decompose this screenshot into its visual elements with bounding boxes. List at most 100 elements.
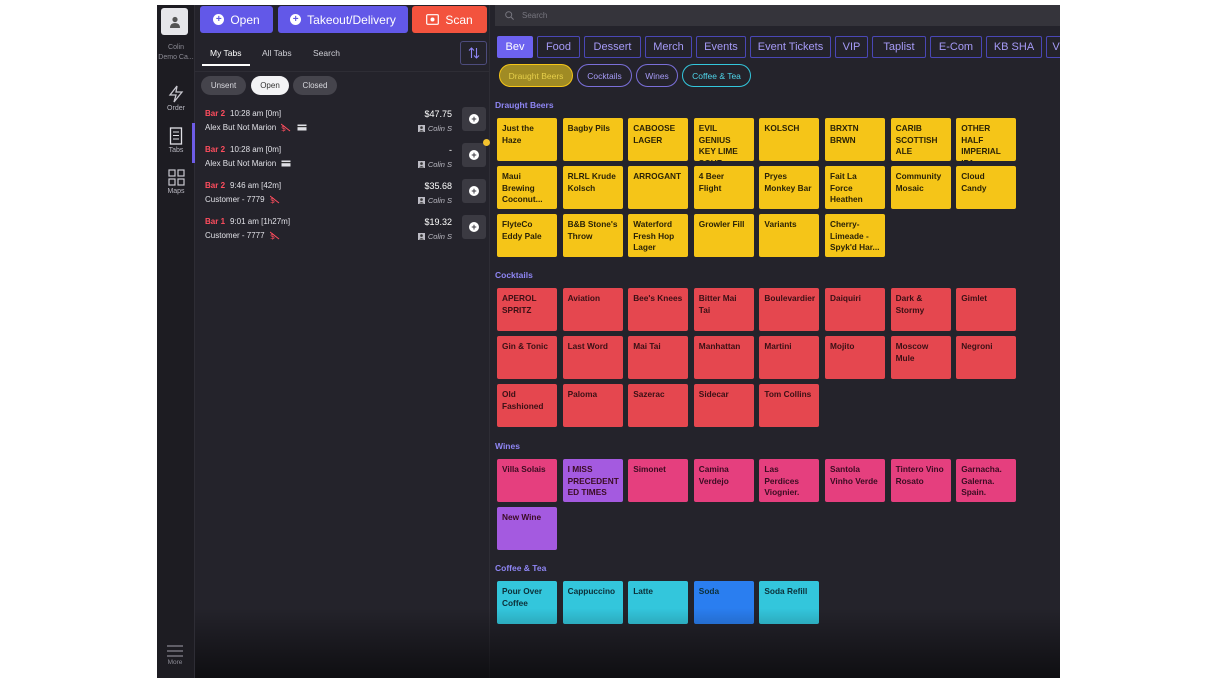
category-dessert[interactable]: Dessert: [584, 36, 641, 58]
svg-text:$: $: [281, 124, 286, 132]
subcategory-cocktails[interactable]: Cocktails: [577, 64, 632, 87]
add-to-tab-button[interactable]: +: [462, 179, 486, 203]
menu-item-tile[interactable]: Paloma: [562, 384, 623, 427]
menu-item-tile[interactable]: Community Mosaic: [890, 166, 951, 209]
category-e-com[interactable]: E-Com: [930, 36, 982, 58]
open-tab-button[interactable]: + Open: [200, 6, 273, 33]
rail-order[interactable]: Order: [157, 85, 195, 112]
rail-more-label: More: [167, 659, 183, 666]
menu-item-tile[interactable]: OTHER HALF IMPERIAL IPA: [956, 118, 1017, 161]
menu-item-tile[interactable]: Simonet: [628, 459, 689, 502]
menu-item-tile[interactable]: Soda: [693, 581, 754, 624]
menu-item-tile[interactable]: Dark & Stormy: [890, 288, 951, 331]
menu-item-tile[interactable]: Maui Brewing Coconut...: [497, 166, 557, 209]
subcategory-draught-beers[interactable]: Draught Beers: [499, 64, 573, 87]
category-merch[interactable]: Merch: [645, 36, 692, 58]
add-to-tab-button[interactable]: +: [462, 107, 486, 131]
menu-item-tile[interactable]: Tintero Vino Rosato: [890, 459, 951, 502]
menu-item-tile[interactable]: Mai Tai: [628, 336, 689, 379]
menu-item-tile[interactable]: Gin & Tonic: [497, 336, 557, 379]
tab-all-tabs[interactable]: All Tabs: [262, 48, 292, 58]
menu-item-tile[interactable]: Boulevardier: [759, 288, 820, 331]
rail-maps[interactable]: Maps: [157, 169, 195, 195]
category-event-tickets[interactable]: Event Tickets: [750, 36, 831, 58]
menu-item-tile[interactable]: RLRL Krude Kolsch: [562, 166, 623, 209]
menu-item-tile[interactable]: EVIL GENIUS KEY LIME SOUR: [693, 118, 754, 161]
menu-item-tile[interactable]: I MISS PRECEDENT ED TIMES: [562, 459, 623, 502]
menu-item-tile[interactable]: Sazerac: [628, 384, 689, 427]
tab-row[interactable]: Bar 2 10:28 am [0m] Alex But Not Marion …: [205, 109, 452, 133]
menu-item-tile[interactable]: Variants: [759, 214, 820, 257]
menu-item-tile[interactable]: KOLSCH: [759, 118, 820, 161]
menu-item-tile[interactable]: FlyteCo Eddy Pale: [497, 214, 557, 257]
menu-item-tile[interactable]: Moscow Mule: [890, 336, 951, 379]
menu-item-tile[interactable]: CABOOSE LAGER: [628, 118, 689, 161]
tab-row[interactable]: Bar 2 9:46 am [42m] Customer - 7779 $ $3…: [205, 181, 452, 205]
subcategory-wines[interactable]: Wines: [636, 64, 678, 87]
menu-item-tile[interactable]: Aviation: [562, 288, 623, 331]
menu-item-tile[interactable]: Latte: [628, 581, 689, 624]
menu-item-tile[interactable]: BRXTN BRWN: [825, 118, 885, 161]
menu-item-tile[interactable]: Garnacha. Galerna. Spain.: [956, 459, 1017, 502]
menu-item-tile[interactable]: Growler Fill: [693, 214, 754, 257]
menu-item-tile[interactable]: Daiquiri: [825, 288, 885, 331]
sort-button[interactable]: [460, 41, 487, 65]
menu-item-tile[interactable]: Waterford Fresh Hop Lager: [628, 214, 689, 257]
menu-item-tile[interactable]: Cloud Candy: [956, 166, 1017, 209]
tab-search[interactable]: Search: [313, 48, 340, 58]
menu-item-tile[interactable]: New Wine: [497, 507, 557, 550]
menu-item-tile[interactable]: Cappuccino: [562, 581, 623, 624]
menu-item-tile[interactable]: Martini: [759, 336, 820, 379]
menu-item-tile[interactable]: Soda Refill: [759, 581, 820, 624]
menu-item-tile[interactable]: Sidecar: [693, 384, 754, 427]
category-events[interactable]: Events: [696, 36, 746, 58]
subcategory-coffee-tea[interactable]: Coffee & Tea: [682, 64, 751, 87]
filter-open[interactable]: Open: [251, 76, 289, 95]
menu-item-tile[interactable]: Last Word: [562, 336, 623, 379]
rail-tabs[interactable]: Tabs: [157, 127, 195, 154]
menu-item-tile[interactable]: Tom Collins: [759, 384, 820, 427]
menu-item-tile[interactable]: Bagby Pils: [562, 118, 623, 161]
menu-item-tile[interactable]: Bitter Mai Tai: [693, 288, 754, 331]
filter-unsent[interactable]: Unsent: [201, 76, 246, 95]
menu-item-tile[interactable]: Pryes Monkey Bar: [759, 166, 820, 209]
menu-item-tile[interactable]: Pour Over Coffee: [497, 581, 557, 624]
menu-item-tile[interactable]: Bee's Knees: [628, 288, 689, 331]
add-to-tab-button[interactable]: +: [462, 143, 486, 167]
category-kb-sha[interactable]: KB SHA: [986, 36, 1042, 58]
menu-item-tile[interactable]: Camina Verdejo: [693, 459, 754, 502]
rail-more[interactable]: More: [165, 645, 185, 666]
menu-item-tile[interactable]: Cherry-Limeade - Spyk'd Har...: [825, 214, 885, 257]
menu-item-tile[interactable]: APEROL SPRITZ: [497, 288, 557, 331]
menu-item-tile[interactable]: Fait La Force Heathen: [825, 166, 885, 209]
scan-button[interactable]: Scan: [412, 6, 487, 33]
menu-item-tile[interactable]: Las Perdices Viognier.: [759, 459, 820, 502]
menu-item-tile[interactable]: Gimlet: [956, 288, 1017, 331]
menu-item-tile[interactable]: ARROGANT: [628, 166, 689, 209]
category-vip[interactable]: VIP: [835, 36, 868, 58]
tab-row[interactable]: Bar 1 9:01 am [1h27m] Customer - 7777 $ …: [205, 217, 452, 241]
category-more[interactable]: V: [1046, 36, 1060, 58]
add-to-tab-button[interactable]: +: [462, 215, 486, 239]
notification-dot: [483, 139, 490, 146]
menu-item-tile[interactable]: Old Fashioned: [497, 384, 557, 427]
menu-item-tile[interactable]: Villa Solais: [497, 459, 557, 502]
menu-item-tile[interactable]: Just the Haze: [497, 118, 557, 161]
category-taplist[interactable]: Taplist: [872, 36, 926, 58]
menu-item-tile[interactable]: 4 Beer Flight: [693, 166, 754, 209]
menu-search[interactable]: Search: [495, 5, 1060, 26]
tab-row[interactable]: Bar 2 10:28 am [0m] Alex But Not Marion …: [205, 145, 452, 169]
user-avatar[interactable]: [161, 8, 188, 35]
menu-item-tile[interactable]: CARIB SCOTTISH ALE: [890, 118, 951, 161]
menu-item-tile[interactable]: Mojito: [825, 336, 885, 379]
menu-item-tile[interactable]: Santola Vinho Verde: [825, 459, 885, 502]
category-food[interactable]: Food: [537, 36, 580, 58]
menu-item-tile[interactable]: B&B Stone's Throw: [562, 214, 623, 257]
menu-item-tile[interactable]: Negroni: [956, 336, 1017, 379]
tab-my-tabs[interactable]: My Tabs: [202, 46, 250, 66]
category-bev[interactable]: Bev: [497, 36, 533, 58]
filter-closed[interactable]: Closed: [293, 76, 337, 95]
takeout-delivery-button[interactable]: + Takeout/Delivery: [278, 6, 408, 33]
menu-item-tile[interactable]: Manhattan: [693, 336, 754, 379]
receipt-icon: [169, 127, 183, 145]
